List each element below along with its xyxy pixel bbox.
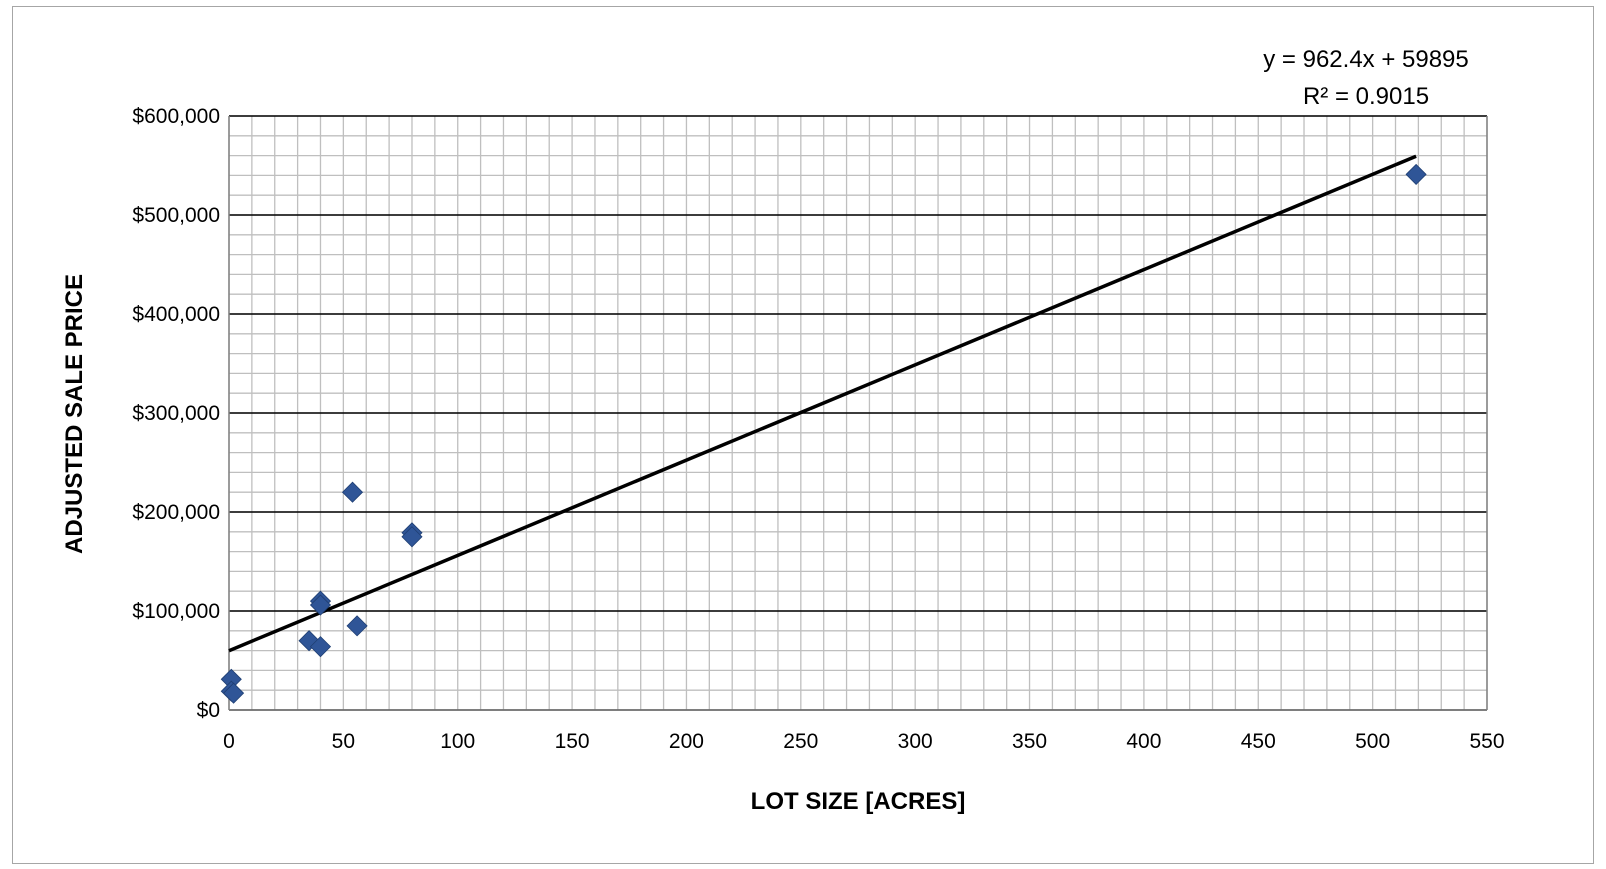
x-tick-label: 400 [1126,730,1161,753]
x-tick-label: 550 [1469,730,1504,753]
data-point [346,615,368,637]
x-tick-label: 100 [440,730,475,753]
y-tick-label: $0 [197,699,220,722]
data-point [1405,163,1427,185]
y-tick-label: $500,000 [132,204,220,227]
y-axis-tick-labels: $0 $100,000 $200,000 $300,000 $400,000 $500,0… [132,105,220,722]
x-tick-label: 450 [1241,730,1276,753]
data-point [223,682,245,704]
data-point [309,636,332,658]
x-tick-label: 250 [783,730,818,753]
trendline-equation-label: y = 962.4x + 59895 [1263,46,1469,73]
y-axis-title: ADJUSTED SALE PRICE [61,274,88,554]
y-tick-label: $300,000 [132,402,220,425]
data-point [401,526,423,548]
x-tick-label: 300 [898,730,933,753]
data-point [341,481,364,503]
trendline [228,154,1417,653]
y-tick-label: $400,000 [132,303,220,326]
trendline-group [228,154,1417,653]
y-tick-label: $600,000 [132,105,220,128]
y-tick-label: $200,000 [132,501,220,524]
x-axis-tick-labels: 0 50 100 150 200 250 300 350 400 450 500 550 [223,730,1504,753]
x-tick-label: 200 [669,730,704,753]
x-tick-label: 500 [1355,730,1390,753]
x-tick-label: 0 [223,730,235,753]
data-points [220,163,1427,704]
y-tick-label: $100,000 [132,600,220,623]
x-tick-label: 50 [332,730,355,753]
trendline-r2-label: R² = 0.9015 [1303,83,1429,110]
data-point [309,594,332,616]
x-tick-label: 150 [555,730,590,753]
x-axis-title: LOT SIZE [ACRES] [751,788,966,815]
x-tick-label: 350 [1012,730,1047,753]
plot-area-border [228,116,1488,711]
chart-frame [12,6,1594,864]
